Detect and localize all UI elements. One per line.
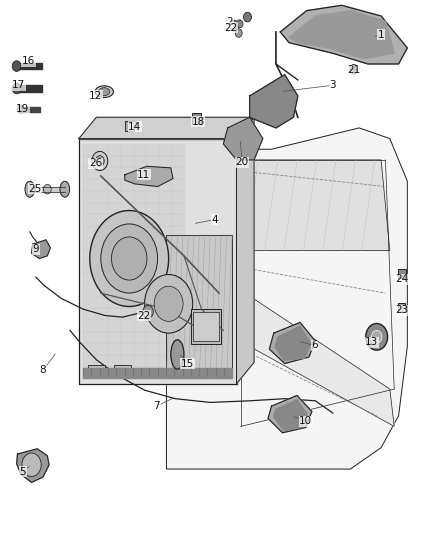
Polygon shape bbox=[79, 117, 254, 139]
Text: 16: 16 bbox=[22, 56, 35, 66]
Text: 2: 2 bbox=[226, 18, 233, 27]
Text: 26: 26 bbox=[89, 158, 102, 168]
Text: 11: 11 bbox=[137, 170, 150, 180]
Polygon shape bbox=[166, 235, 232, 378]
Text: 3: 3 bbox=[329, 80, 336, 90]
Circle shape bbox=[235, 29, 242, 37]
Ellipse shape bbox=[43, 184, 51, 194]
Text: 4: 4 bbox=[211, 215, 218, 224]
Polygon shape bbox=[17, 449, 49, 482]
Circle shape bbox=[244, 12, 251, 22]
Text: 22: 22 bbox=[225, 23, 238, 33]
Polygon shape bbox=[30, 187, 65, 192]
Polygon shape bbox=[17, 85, 42, 92]
Polygon shape bbox=[274, 400, 307, 431]
Text: 23: 23 bbox=[395, 305, 408, 315]
Polygon shape bbox=[250, 75, 298, 128]
Polygon shape bbox=[245, 160, 390, 251]
Text: 10: 10 bbox=[299, 416, 312, 426]
Text: 13: 13 bbox=[365, 337, 378, 347]
Circle shape bbox=[237, 20, 243, 28]
Text: 25: 25 bbox=[28, 184, 42, 193]
Bar bbox=[193, 312, 219, 341]
Polygon shape bbox=[269, 322, 315, 364]
FancyBboxPatch shape bbox=[191, 309, 221, 344]
Polygon shape bbox=[280, 5, 407, 64]
Circle shape bbox=[92, 151, 108, 171]
Text: 24: 24 bbox=[395, 274, 408, 284]
Text: 8: 8 bbox=[39, 366, 46, 375]
Bar bbox=[398, 269, 406, 278]
Polygon shape bbox=[166, 128, 407, 469]
Polygon shape bbox=[21, 107, 40, 112]
Bar bbox=[88, 365, 105, 378]
Polygon shape bbox=[32, 240, 50, 259]
Polygon shape bbox=[79, 139, 237, 384]
Circle shape bbox=[18, 105, 25, 114]
Text: 6: 6 bbox=[311, 341, 318, 350]
Circle shape bbox=[90, 211, 169, 306]
Circle shape bbox=[143, 305, 153, 318]
Text: 7: 7 bbox=[153, 401, 160, 411]
Text: 9: 9 bbox=[32, 245, 39, 254]
Text: 12: 12 bbox=[89, 91, 102, 101]
Ellipse shape bbox=[99, 88, 110, 96]
Polygon shape bbox=[237, 117, 254, 384]
Bar bbox=[398, 303, 405, 312]
Text: 15: 15 bbox=[181, 359, 194, 368]
Polygon shape bbox=[289, 11, 394, 59]
Text: 17: 17 bbox=[12, 80, 25, 90]
Circle shape bbox=[371, 330, 382, 343]
Ellipse shape bbox=[25, 181, 35, 197]
Circle shape bbox=[366, 324, 388, 350]
Circle shape bbox=[22, 453, 41, 477]
Circle shape bbox=[12, 61, 21, 71]
Polygon shape bbox=[223, 117, 263, 160]
Circle shape bbox=[95, 156, 104, 166]
Polygon shape bbox=[17, 63, 42, 69]
Text: 14: 14 bbox=[128, 122, 141, 132]
Circle shape bbox=[101, 224, 158, 293]
Circle shape bbox=[145, 274, 193, 333]
Circle shape bbox=[154, 286, 183, 321]
Text: 20: 20 bbox=[236, 157, 249, 167]
Circle shape bbox=[12, 83, 21, 94]
Text: 21: 21 bbox=[347, 66, 360, 75]
Polygon shape bbox=[83, 368, 232, 378]
Circle shape bbox=[111, 237, 147, 280]
Circle shape bbox=[350, 64, 358, 74]
Polygon shape bbox=[125, 121, 136, 131]
Bar bbox=[192, 113, 201, 124]
Polygon shape bbox=[268, 395, 312, 433]
Polygon shape bbox=[125, 166, 173, 187]
Text: 5: 5 bbox=[19, 467, 26, 477]
Polygon shape bbox=[83, 144, 184, 378]
Ellipse shape bbox=[95, 86, 113, 98]
Text: 18: 18 bbox=[191, 117, 205, 126]
Polygon shape bbox=[275, 326, 311, 360]
Ellipse shape bbox=[171, 340, 184, 369]
Text: 1: 1 bbox=[378, 30, 385, 39]
Text: 22: 22 bbox=[137, 311, 150, 320]
Circle shape bbox=[230, 20, 239, 31]
Ellipse shape bbox=[60, 181, 70, 197]
Polygon shape bbox=[245, 293, 394, 426]
Text: 19: 19 bbox=[16, 104, 29, 114]
Bar bbox=[114, 365, 131, 378]
